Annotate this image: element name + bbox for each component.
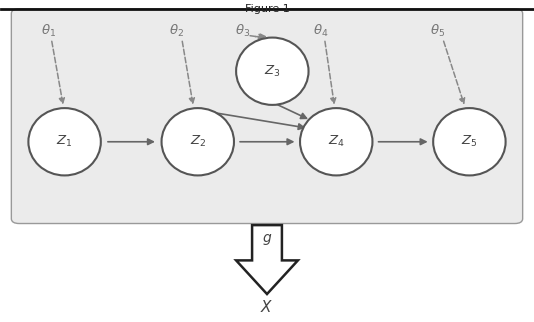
Ellipse shape bbox=[433, 108, 506, 175]
FancyBboxPatch shape bbox=[11, 9, 523, 223]
Text: $Z_3$: $Z_3$ bbox=[264, 64, 280, 79]
Text: Figure 1: Figure 1 bbox=[245, 4, 289, 14]
Ellipse shape bbox=[300, 108, 372, 175]
Text: $Z_2$: $Z_2$ bbox=[190, 134, 206, 149]
Text: $\theta_2$: $\theta_2$ bbox=[169, 23, 184, 39]
Text: $\theta_3$: $\theta_3$ bbox=[235, 23, 250, 39]
Ellipse shape bbox=[162, 108, 234, 175]
Text: $\theta_5$: $\theta_5$ bbox=[430, 23, 445, 39]
Text: $Z_1$: $Z_1$ bbox=[57, 134, 73, 149]
Ellipse shape bbox=[28, 108, 101, 175]
Text: $X$: $X$ bbox=[260, 299, 274, 315]
Ellipse shape bbox=[236, 38, 309, 105]
Text: $\theta_1$: $\theta_1$ bbox=[41, 23, 56, 39]
Text: $g$: $g$ bbox=[262, 232, 272, 247]
Polygon shape bbox=[236, 225, 298, 294]
Text: $\theta_4$: $\theta_4$ bbox=[312, 23, 328, 39]
Text: $Z_5$: $Z_5$ bbox=[461, 134, 477, 149]
Text: $Z_4$: $Z_4$ bbox=[328, 134, 344, 149]
